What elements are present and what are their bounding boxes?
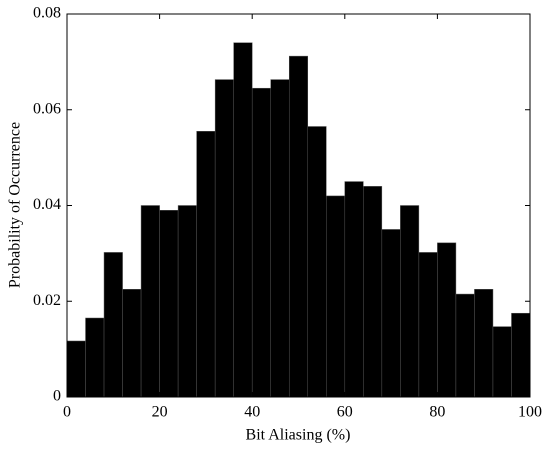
x-tick-label: 100 [518,404,542,421]
bar [437,242,457,398]
bar [474,289,494,398]
bar [288,55,309,398]
x-tick-label: 80 [429,404,445,421]
bar [140,205,160,398]
x-axis-label: Bit Aliasing (%) [246,427,351,444]
y-tick-label: 0.04 [33,196,61,213]
bar [381,229,401,398]
bar [85,317,105,398]
bar [177,205,197,398]
y-axis-label: Probability of Occurrence [7,122,24,288]
bar [492,326,512,398]
bar [400,205,420,398]
bar [344,181,364,398]
bar [66,340,86,398]
y-tick-label: 0.08 [33,5,61,22]
bar [511,312,531,398]
x-tick-label: 60 [337,404,353,421]
x-tick-label: 0 [63,404,71,421]
bar [159,210,179,398]
bar [418,252,438,398]
y-tick-label: 0.02 [33,292,61,309]
x-tick-label: 20 [152,404,168,421]
bar [122,289,142,398]
bar [270,79,290,398]
bar [233,42,253,398]
bar [103,252,123,398]
x-tick-label: 40 [244,404,260,421]
y-tick-label: 0 [53,388,61,405]
bar [251,87,271,398]
bar [307,126,327,398]
bar [363,186,383,398]
bar [196,131,216,398]
bar [455,293,475,398]
bar [214,79,234,398]
bar [326,195,346,398]
y-tick-label: 0.06 [33,100,61,117]
